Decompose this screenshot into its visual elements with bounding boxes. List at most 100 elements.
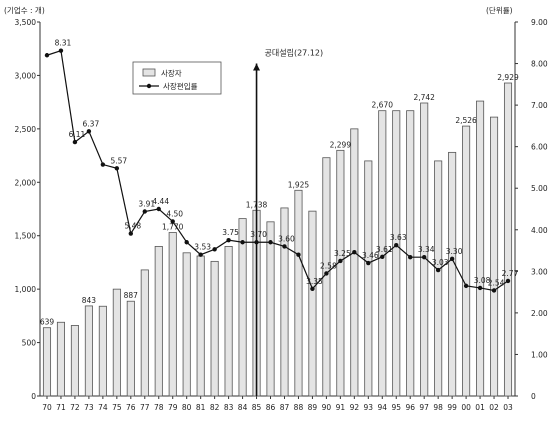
rate-value-label: 6.37 (83, 119, 100, 128)
bar (84, 305, 93, 397)
bar (350, 128, 359, 397)
x-tick-label: 84 (238, 403, 248, 412)
x-tick-label: 72 (70, 403, 80, 412)
rate-point (198, 252, 203, 257)
rate-point (324, 271, 329, 276)
rate-point (58, 48, 64, 53)
left-tick-label: 3,500 (15, 18, 37, 27)
x-tick-label: 74 (98, 403, 108, 412)
x-tick-label: 95 (391, 403, 401, 412)
rate-value-label: 2.58 (320, 261, 337, 270)
rate-point (170, 219, 175, 224)
rate-point (380, 254, 385, 259)
left-tick-label: 1,500 (15, 232, 37, 241)
x-tick-label: 92 (350, 403, 360, 412)
bar (42, 327, 52, 397)
rate-point (338, 258, 343, 264)
rate-point (240, 240, 245, 245)
bar (224, 245, 233, 397)
x-tick-label: 77 (140, 403, 150, 412)
x-tick-label: 91 (336, 403, 346, 412)
rate-value-label: 5.57 (110, 156, 127, 165)
x-tick-label: 88 (294, 403, 304, 412)
annotation-arrowhead (253, 63, 261, 71)
x-tick-label: 03 (503, 403, 513, 412)
rate-value-label: 3.46 (362, 251, 379, 260)
right-tick-label: 0 (531, 392, 536, 401)
x-tick-label: 94 (378, 403, 388, 412)
bar (266, 221, 275, 397)
rate-point (226, 237, 231, 243)
x-tick-label: 01 (475, 403, 485, 412)
rate-point (156, 206, 161, 212)
rate-value-label: 3.75 (222, 228, 239, 237)
rate-point (142, 209, 147, 214)
x-tick-label: 87 (280, 403, 290, 412)
rate-line (46, 49, 509, 292)
legend-line-label: 사장편입률 (163, 81, 198, 91)
legend-box (132, 61, 222, 95)
x-tick-label: 78 (154, 403, 164, 412)
bar (476, 100, 485, 397)
bar (503, 82, 513, 397)
bar (140, 269, 149, 397)
bar (154, 245, 163, 397)
bar-value-label: 2,526 (455, 116, 477, 125)
bar (364, 160, 373, 397)
axes-group: 0 500 1,000 1,500 2,000 2,500 3,000 3,500 0 1.00 2… (4, 5, 548, 412)
bar (98, 305, 107, 397)
annotation-group: 공대설립(27.12) (253, 48, 323, 396)
rate-value-label: 8.31 (55, 39, 72, 48)
rate-value-label: 3.03 (432, 258, 449, 267)
bar (336, 149, 345, 397)
bar (168, 232, 177, 397)
bar (420, 102, 429, 397)
bar-value-label: 2,742 (413, 93, 435, 102)
right-tick-label: 6.00 (531, 143, 548, 152)
rate-point (477, 285, 483, 291)
rate-value-label: 3.08 (474, 276, 491, 285)
x-tick-label: 83 (224, 403, 234, 412)
right-tick-label: 5.00 (531, 184, 548, 193)
line-group (44, 48, 511, 293)
x-tick-label: 98 (433, 403, 443, 412)
rate-value-label: 3.91 (138, 199, 155, 208)
bar-value-label: 639 (40, 318, 55, 327)
bar (406, 110, 415, 397)
bar-value-label: 843 (82, 296, 97, 305)
bar-value-label: 2,299 (330, 140, 352, 149)
rate-point (435, 267, 441, 273)
rate-value-label: 3.30 (446, 247, 463, 256)
x-tick-label: 90 (322, 403, 332, 412)
right-tick-label: 2.00 (531, 309, 548, 318)
x-tick-label: 02 (489, 403, 499, 412)
right-tick-label: 3.00 (531, 267, 548, 276)
x-tick-label: 80 (182, 403, 192, 412)
left-tick-label: 0 (31, 392, 36, 401)
labels-group: 6398438871,7701,7381,9252,2992,6702,7422… (40, 39, 519, 327)
left-tick-label: 2,500 (15, 125, 37, 134)
bar (490, 116, 499, 397)
left-tick-label: 3,000 (15, 71, 37, 80)
annotation-label: 공대설립(27.12) (265, 48, 324, 58)
right-tick-label: 1.00 (531, 350, 548, 359)
bar (294, 189, 303, 397)
rate-point (212, 247, 217, 252)
legend-line-marker (146, 83, 152, 89)
bar (462, 125, 471, 397)
x-tick-label: 76 (126, 403, 136, 412)
bar (392, 110, 401, 397)
x-tick-label: 81 (196, 403, 206, 412)
bar-value-label: 1,925 (288, 180, 310, 189)
rate-point (268, 240, 273, 245)
legend-bar-label: 사장자 (161, 68, 182, 78)
rate-value-label: 3.63 (390, 233, 407, 242)
rate-point (449, 256, 455, 262)
bar-value-label: 2,670 (372, 101, 394, 110)
bar (308, 210, 317, 397)
x-tick-label: 99 (447, 403, 457, 412)
x-tick-label: 79 (168, 403, 178, 412)
x-tick-label: 93 (364, 403, 374, 412)
